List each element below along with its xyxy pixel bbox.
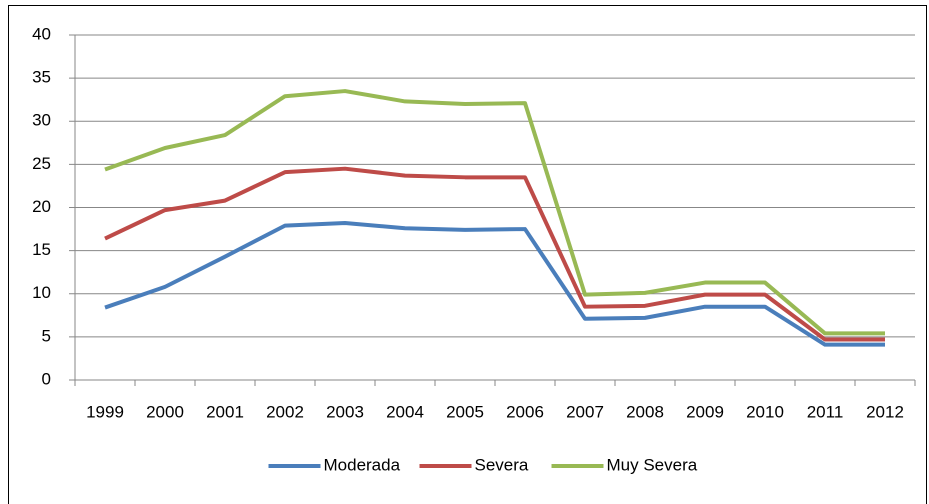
y-tick-label: 40 [32,24,51,43]
x-tick-label: 2009 [686,402,724,421]
chart-frame [8,5,927,504]
x-tick-label: 2007 [566,402,604,421]
x-tick-label: 1999 [86,402,124,421]
y-tick-label: 25 [32,154,51,173]
x-tick-label: 2002 [266,402,304,421]
y-tick-label: 35 [32,68,51,87]
y-tick-label: 0 [42,369,51,388]
x-tick-label: 2003 [326,402,364,421]
y-tick-label: 5 [42,326,51,345]
series-line [104,166,885,342]
y-tick-label: 10 [32,283,51,302]
x-tick-label: 2012 [866,402,904,421]
y-tick-label: 30 [32,111,51,130]
x-tick-label: 2010 [746,402,784,421]
x-tick-label: 2006 [506,402,544,421]
x-tick-label: 2008 [626,402,664,421]
x-tick-label: 2011 [807,402,844,421]
legend-label: Moderada [324,455,401,474]
x-tick-label: 2000 [146,402,184,421]
series-line [104,89,885,336]
y-tick-label: 20 [32,197,51,216]
x-tick-label: 2005 [446,402,484,421]
legend-label: Severa [475,455,529,474]
x-tick-label: 2001 [206,402,244,421]
y-tick-label: 15 [32,240,51,259]
x-tick-label: 2004 [386,402,424,421]
legend-label: Muy Severa [607,455,698,474]
series-line [104,221,885,347]
